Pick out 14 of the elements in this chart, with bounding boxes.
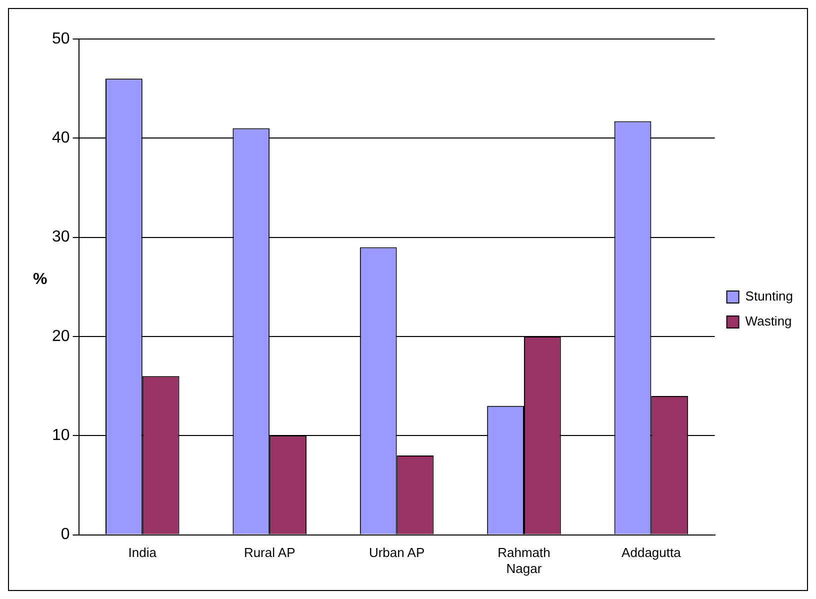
y-tick-label: 10 bbox=[52, 427, 70, 444]
x-tick-label: Addagutta bbox=[622, 545, 682, 560]
y-axis-title: % bbox=[33, 271, 48, 289]
x-tick-label: Urban AP bbox=[368, 545, 425, 560]
y-tick-label: 40 bbox=[52, 130, 70, 147]
legend-label: Stunting bbox=[745, 288, 793, 304]
x-tick-label: Rural AP bbox=[244, 545, 296, 560]
y-tick-label: 0 bbox=[60, 526, 70, 544]
y-tick-label: 20 bbox=[52, 328, 70, 345]
y-tick-label: 50 bbox=[52, 30, 70, 48]
legend-label: Wasting bbox=[745, 314, 792, 329]
y-tick-label: 30 bbox=[52, 228, 70, 246]
x-tick-label: India bbox=[128, 545, 158, 560]
x-tick-label: Rahmath Nagar bbox=[498, 545, 550, 576]
